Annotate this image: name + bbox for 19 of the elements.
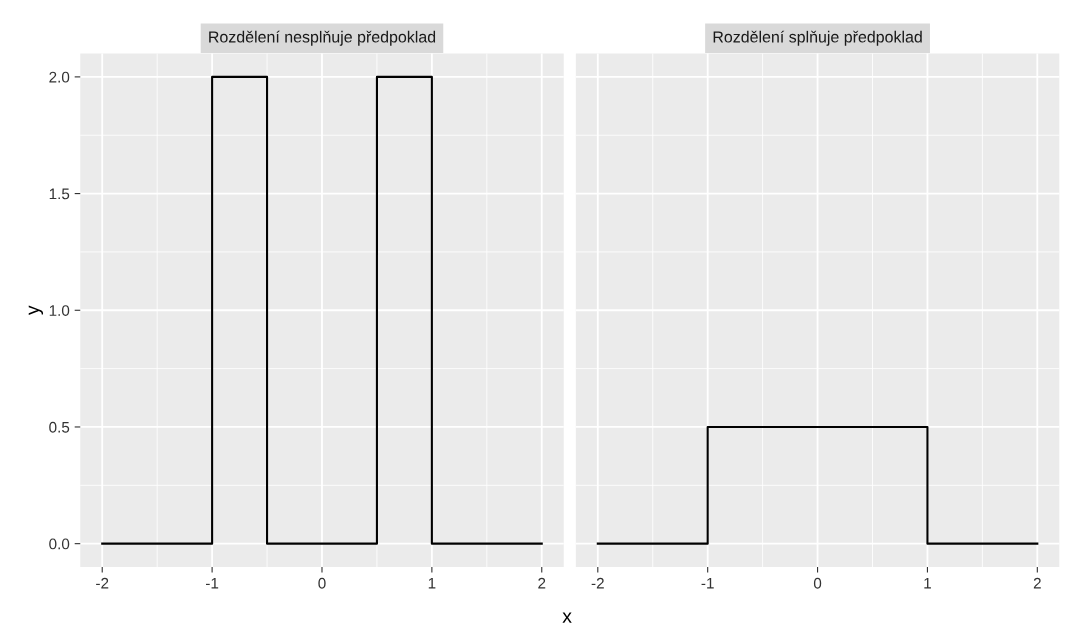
x-tick-label: 2 [1033,577,1041,589]
x-tick-label: 2 [538,577,546,589]
x-tick-label: -2 [591,577,604,589]
y-tick-label: 1.5 [49,188,70,200]
x-tick-label: -1 [206,577,219,589]
chart-title: Rozdělení nesplňuje předpoklad [209,30,436,46]
y-tick-label: 2.0 [49,71,70,83]
x-tick-label: -1 [701,577,714,589]
y-axis-title: y [28,305,44,316]
x-axis-title: x [562,612,572,623]
x-tick-label: 1 [924,577,931,589]
x-tick-label: 1 [428,577,436,589]
chart-title: Rozdělení splňuje předpoklad [713,30,922,46]
y-tick-label: 1.0 [49,305,70,316]
x-tick-label: -2 [96,577,109,589]
x-tick-label: 0 [813,577,822,589]
y-tick-label: 0.0 [49,538,70,550]
y-tick-label: 0.5 [49,421,70,433]
x-tick-label: 0 [318,577,326,589]
